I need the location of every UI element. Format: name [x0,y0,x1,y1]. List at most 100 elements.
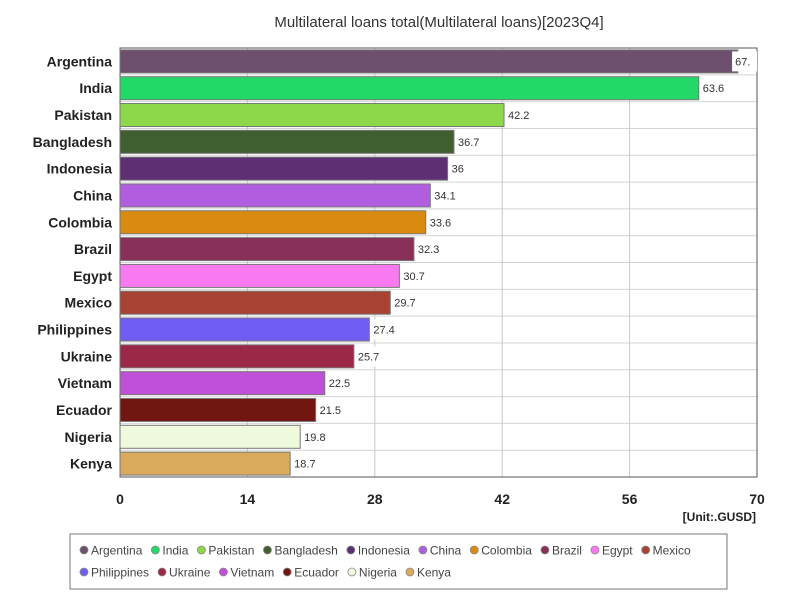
legend-item-india[interactable]: India [162,544,188,558]
category-label-kenya: Kenya [70,456,112,472]
bar-indonesia[interactable] [119,156,449,181]
value-label-colombia: 33.6 [430,217,451,229]
category-label-nigeria: Nigeria [65,429,113,445]
bar-colombia[interactable] [119,210,427,235]
x-tick-label: 28 [367,491,383,507]
value-label-bg [370,319,402,340]
bar-mexico[interactable] [119,290,391,315]
category-label-indonesia: Indonesia [47,161,113,177]
legend-swatch-pakistan [197,545,206,555]
value-label-bg [391,292,423,313]
grid-lines [119,47,758,478]
legend-item-bangladesh[interactable]: Bangladesh [274,544,337,558]
legend-item-colombia[interactable]: Colombia [481,544,532,558]
bar-kenya[interactable] [119,451,291,476]
bar-brazil[interactable] [119,237,415,262]
category-label-india: India [79,80,112,96]
bar-bangladesh[interactable] [119,129,455,154]
value-label-bg [414,239,447,260]
value-label-pakistan: 42.2 [508,110,529,122]
x-axis-ticks: 0 14 28 42 56 70 [116,491,765,507]
legend-swatch-egypt [590,545,600,555]
value-label-india: 63.6 [703,83,724,95]
legend-item-ecuador[interactable]: Ecuador [294,566,339,580]
legend-swatch-nigeria [347,567,357,577]
value-label-china: 34.1 [434,190,455,202]
bar-argentina[interactable] [119,49,739,74]
category-label-ukraine: Ukraine [61,348,113,364]
legend-item-indonesia[interactable]: Indonesia [358,544,410,558]
legend-item-egypt[interactable]: Egypt [602,544,633,558]
legend-swatch-china [418,545,428,555]
legend-swatch-colombia [469,545,479,555]
category-label-philippines: Philippines [37,322,112,338]
legend-item-ukraine[interactable]: Ukraine [169,566,211,580]
legend-item-pakistan[interactable]: Pakistan [208,544,254,558]
category-label-ecuador: Ecuador [56,402,113,418]
plot-frame [119,47,758,478]
chart-title: Multilateral loans total(Multilateral lo… [274,14,603,31]
bar-china[interactable] [119,183,431,208]
legend: Argentina India Pakistan Bangladesh Indonesi… [69,533,728,590]
legend-swatch-indonesia [346,545,356,555]
legend-swatch-kenya [405,567,415,577]
bars [119,49,739,476]
legend-item-philippines[interactable]: Philippines [91,566,149,580]
value-label-indonesia: 36 [452,164,464,176]
value-label-bg [505,105,537,126]
value-label-argentina: 67. [735,56,750,68]
legend-item-nigeria[interactable]: Nigeria [359,566,397,580]
bar-egypt[interactable] [119,263,400,288]
value-label-bg [400,265,432,286]
legend-item-kenya[interactable]: Kenya [417,566,451,580]
value-label-ecuador: 21.5 [320,405,341,417]
legend-swatch-ukraine [157,567,167,577]
bar-india[interactable] [119,76,700,101]
value-label-bg [448,158,468,179]
value-labels: 67. 63.6 42.2 36.7 36 34.1 33.6 32.3 30.7 29.7 27.… [291,51,757,474]
x-tick-label: 0 [116,491,124,507]
x-tick-label: 70 [749,491,765,507]
category-label-mexico: Mexico [65,295,112,311]
category-label-china: China [73,187,112,203]
value-label-bg [301,426,333,447]
category-label-colombia: Colombia [48,214,112,230]
legend-item-china[interactable]: China [430,544,462,558]
category-label-vietnam: Vietnam [58,375,112,391]
value-label-vietnam: 22.5 [329,378,350,390]
value-label-bg [325,373,357,394]
bar-pakistan[interactable] [119,103,505,128]
value-label-mexico: 29.7 [394,298,415,310]
value-label-philippines: 27.4 [373,325,394,337]
value-label-bg [316,399,348,420]
bar-nigeria[interactable] [119,424,301,449]
value-label-egypt: 30.7 [403,271,424,283]
legend-item-vietnam[interactable]: Vietnam [230,566,274,580]
value-label-bg [732,51,757,72]
value-label-kenya: 18.7 [294,459,315,471]
legend-item-brazil[interactable]: Brazil [552,544,582,558]
value-label-bg [454,131,487,152]
legend-swatch-bangladesh [263,545,272,555]
value-label-ukraine: 25.7 [358,351,379,363]
legend-swatch-brazil [540,545,550,555]
legend-swatch-ecuador [282,567,292,577]
legend-item-argentina[interactable]: Argentina [91,544,143,558]
x-tick-label: 14 [240,491,256,507]
unit-label: [Unit:.GUSD] [683,510,756,524]
category-label-argentina: Argentina [47,53,113,69]
bar-philippines[interactable] [119,317,370,342]
legend-swatch-philippines [79,567,89,577]
legend-item-mexico[interactable]: Mexico [653,544,691,558]
category-label-egypt: Egypt [73,268,112,284]
bar-ukraine[interactable] [119,344,355,369]
bar-ecuador[interactable] [119,397,317,422]
x-tick-label: 56 [622,491,638,507]
value-label-brazil: 32.3 [418,244,439,256]
bar-vietnam[interactable] [119,371,326,396]
category-labels: Argentina India Pakistan Bangladesh Indonesi… [33,53,113,471]
value-label-bg [291,453,323,474]
category-label-brazil: Brazil [74,241,112,257]
category-label-bangladesh: Bangladesh [33,134,112,150]
x-tick-label: 42 [494,491,510,507]
